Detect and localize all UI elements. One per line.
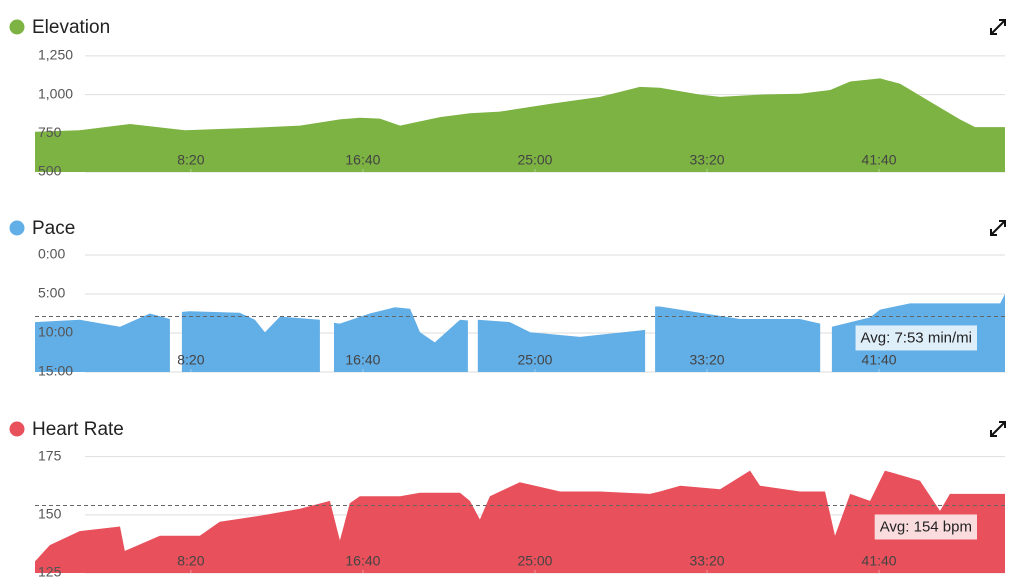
x-tick-label: 16:40 <box>345 553 380 569</box>
expand-icon[interactable] <box>990 220 1006 236</box>
area <box>35 470 1005 573</box>
legend-dot <box>9 421 25 437</box>
expand-arrow <box>990 220 1006 236</box>
expand-icon[interactable] <box>990 421 1006 437</box>
y-tick-label: 750 <box>38 124 62 140</box>
area <box>35 78 1005 172</box>
average-label: Avg: 154 bpm <box>880 518 972 535</box>
y-tick-label: 150 <box>38 506 62 522</box>
average-label-bg <box>874 514 977 540</box>
chart-title: Pace <box>32 218 75 239</box>
x-tick-label: 33:20 <box>689 152 724 168</box>
x-tick-label: 16:40 <box>345 352 380 368</box>
area <box>35 294 1005 372</box>
x-tick-label: 8:20 <box>177 352 204 368</box>
x-tick-label: 25:00 <box>517 352 552 368</box>
x-tick-label: 33:20 <box>689 352 724 368</box>
x-tick-label: 41:40 <box>862 152 897 168</box>
chart-title: Elevation <box>32 17 110 38</box>
x-tick-label: 41:40 <box>862 553 897 569</box>
y-tick-label: 175 <box>38 447 62 463</box>
chart-title: Heart Rate <box>32 419 124 440</box>
expand-icon[interactable] <box>990 19 1006 35</box>
average-label: Avg: 7:53 min/mi <box>861 329 972 346</box>
x-tick-label: 8:20 <box>177 553 204 569</box>
y-tick-label: 1,000 <box>38 85 73 101</box>
y-tick-label: 125 <box>38 564 62 580</box>
x-tick-label: 16:40 <box>345 152 380 168</box>
expand-arrow <box>990 421 1006 437</box>
y-tick-label: 5:00 <box>38 285 65 301</box>
legend-dot <box>9 19 25 35</box>
average-label-bg <box>855 325 977 351</box>
x-tick-label: 25:00 <box>517 553 552 569</box>
x-tick-label: 25:00 <box>517 152 552 168</box>
y-tick-label: 500 <box>38 163 62 179</box>
y-tick-label: 1,250 <box>38 47 73 63</box>
x-tick-label: 41:40 <box>862 352 897 368</box>
y-tick-label: 0:00 <box>38 246 65 262</box>
y-tick-label: 15:00 <box>38 363 73 379</box>
y-tick-label: 10:00 <box>38 324 73 340</box>
x-tick-label: 8:20 <box>177 152 204 168</box>
legend-dot <box>9 220 25 236</box>
x-tick-label: 33:20 <box>689 553 724 569</box>
expand-arrow <box>990 19 1006 35</box>
